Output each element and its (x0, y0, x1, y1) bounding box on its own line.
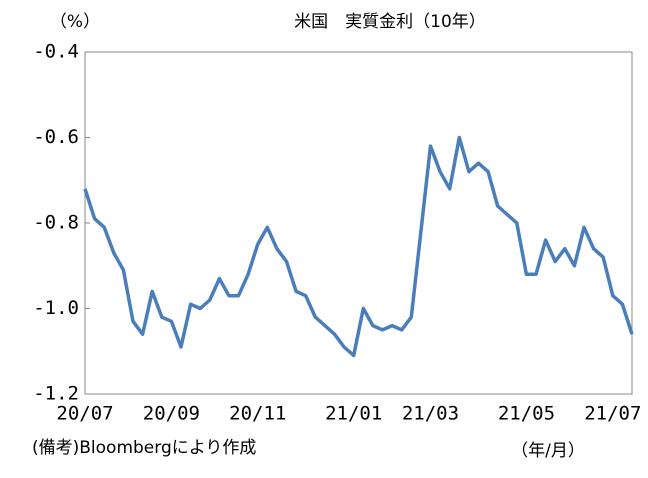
x-tick-label: 20/09 (143, 403, 200, 425)
line (83, 135, 634, 358)
x-tick-label: 21/05 (498, 403, 555, 425)
note: (備考)Bloombergにより作成 (32, 438, 256, 458)
x-tick-label: 20/11 (229, 403, 286, 425)
y-tick-label: -0.8 (33, 212, 79, 234)
y-tick-label: -0.4 (33, 41, 79, 63)
x-tick-label: 20/07 (56, 403, 113, 425)
y-tick-label: -0.6 (33, 126, 79, 148)
y-tick-label: -1.2 (33, 383, 79, 405)
y-tick-label: -1.0 (33, 297, 79, 319)
x-tick-label: 21/03 (402, 403, 459, 425)
x-tick-label: 21/07 (584, 403, 641, 425)
y-unit: （%） (50, 12, 100, 32)
x-tick-label: 21/01 (325, 403, 382, 425)
chart-title: 米国 実質金利（10年） (294, 12, 486, 32)
plot-frame (84, 51, 633, 395)
x-unit: （年/月） (511, 441, 585, 461)
